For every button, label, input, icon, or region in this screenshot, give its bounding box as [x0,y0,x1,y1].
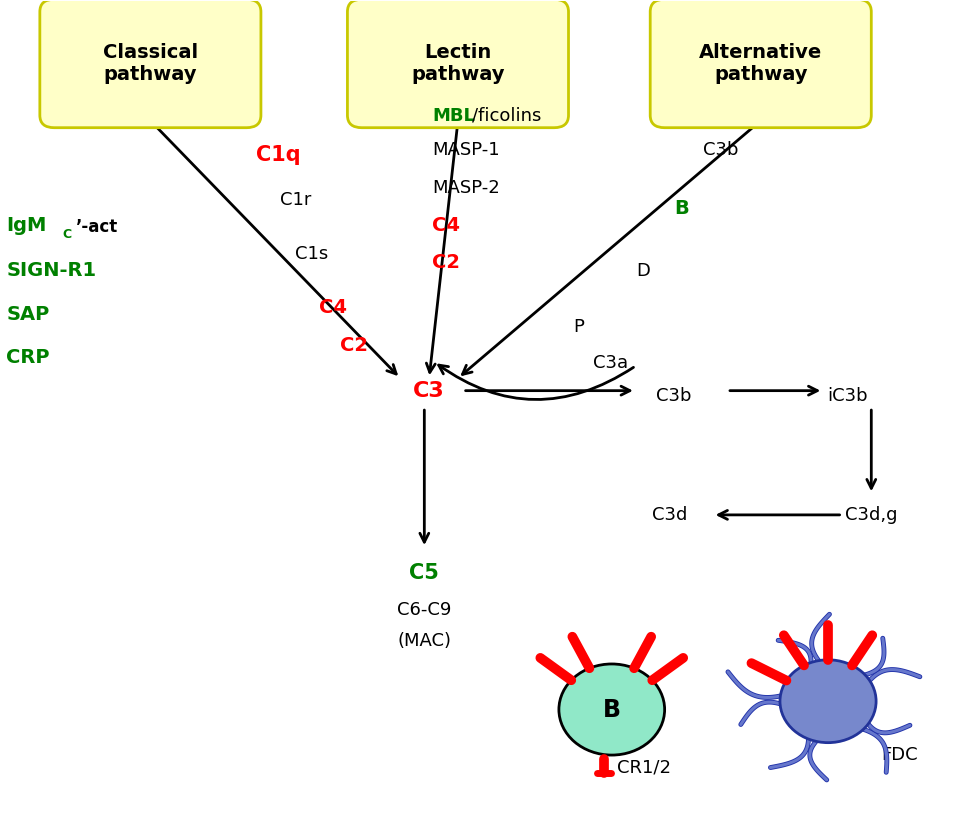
Text: C3b: C3b [703,141,738,160]
Text: B: B [674,199,689,218]
Text: /ficolins: /ficolins [472,106,542,125]
Text: SAP: SAP [6,305,49,324]
Text: Alternative
pathway: Alternative pathway [699,43,822,84]
Text: D: D [636,262,650,279]
Text: C1q: C1q [256,145,301,165]
Text: C4: C4 [432,215,460,234]
FancyBboxPatch shape [40,0,261,128]
Text: C4: C4 [318,298,347,317]
Text: iC3b: iC3b [827,386,868,405]
Text: C: C [62,229,71,242]
Text: Classical
pathway: Classical pathway [103,43,198,84]
Text: C5: C5 [410,563,440,583]
Text: P: P [574,318,584,336]
Text: C3a: C3a [593,354,628,372]
Text: B: B [602,697,621,721]
Text: IgM: IgM [6,215,46,234]
Text: FDC: FDC [881,746,918,764]
Text: C1s: C1s [295,245,328,263]
Circle shape [780,660,876,743]
Text: C3b: C3b [656,386,692,405]
Text: C3d,g: C3d,g [845,506,897,524]
Circle shape [559,664,664,755]
Text: Lectin
pathway: Lectin pathway [412,43,505,84]
Text: CR1/2: CR1/2 [617,759,671,776]
Text: MASP-1: MASP-1 [432,141,499,160]
Text: C2: C2 [432,253,460,272]
Text: MBL: MBL [432,106,475,125]
Text: SIGN-R1: SIGN-R1 [6,261,96,280]
Text: MASP-2: MASP-2 [432,179,499,197]
Text: C2: C2 [339,336,367,355]
Text: (MAC): (MAC) [397,632,451,650]
Text: ’-act: ’-act [76,219,119,237]
Text: CRP: CRP [6,348,50,367]
Text: C3: C3 [414,381,445,401]
FancyBboxPatch shape [650,0,871,128]
Text: C3d: C3d [652,506,687,524]
FancyBboxPatch shape [347,0,569,128]
Text: C6-C9: C6-C9 [397,601,451,619]
Text: C1r: C1r [281,191,311,209]
